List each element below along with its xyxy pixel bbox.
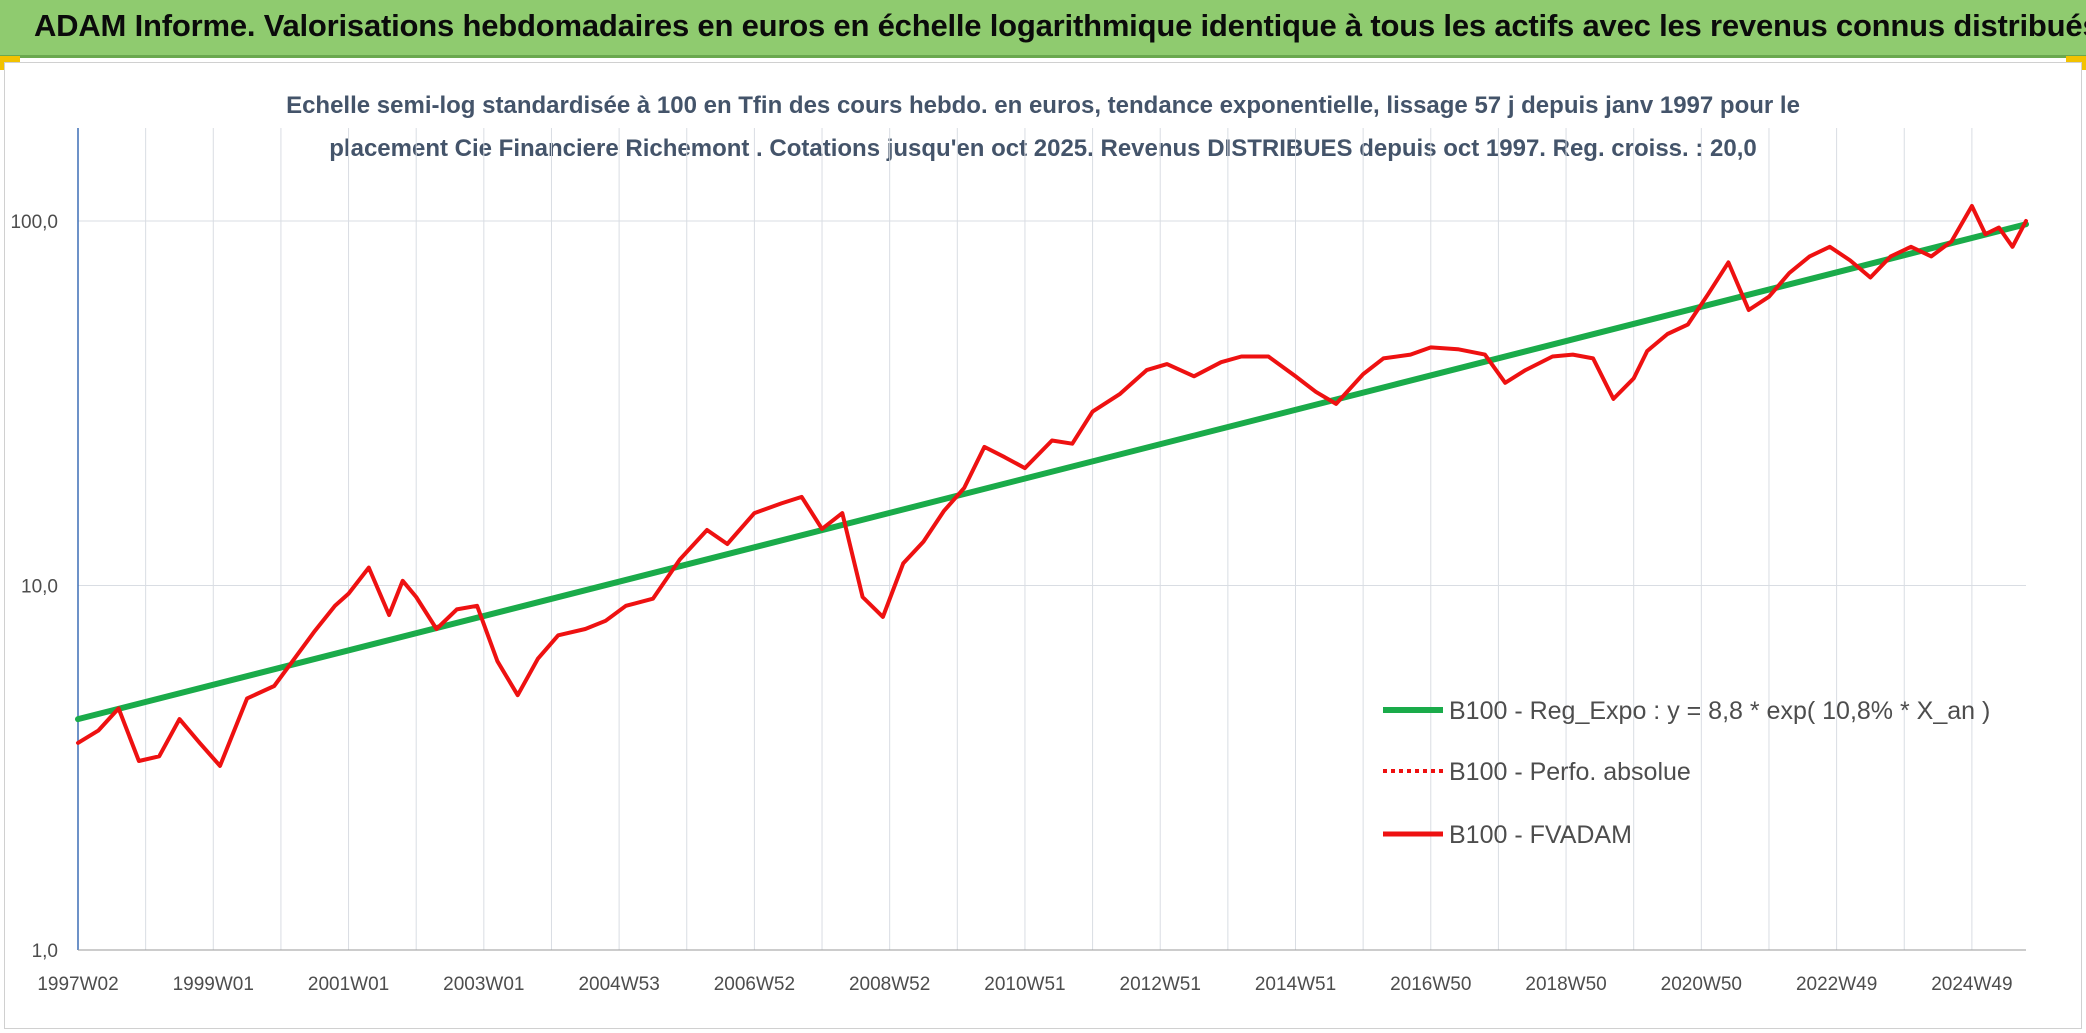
x-tick-label: 2003W01 <box>443 974 524 995</box>
page-title: ADAM Informe. Valorisations hebdomadaire… <box>34 8 2086 43</box>
y-tick-label: 100,0 <box>10 212 58 233</box>
legend-label: B100 - Perfo. absolue <box>1449 758 1691 786</box>
series-line-fvadam <box>76 204 2028 768</box>
x-tick-label: 2016W50 <box>1390 974 1471 995</box>
x-tick-label: 2024W49 <box>1931 974 2012 995</box>
banner: ADAM Informe. Valorisations hebdomadaire… <box>0 0 2086 58</box>
x-tick-label: 2010W51 <box>984 974 1065 995</box>
x-tick-label: 2008W52 <box>849 974 930 995</box>
x-tick-label: 2022W49 <box>1796 974 1877 995</box>
x-tick-label: 2014W51 <box>1255 974 1336 995</box>
x-tick-label: 2001W01 <box>308 974 389 995</box>
chart-title-line2: placement Cie Financiere Richemont . Cot… <box>329 135 1757 162</box>
x-tick-label: 1999W01 <box>173 974 254 995</box>
x-tick-label: 1997W02 <box>37 974 118 995</box>
chart-title-line1: Echelle semi-log standardisée à 100 en T… <box>286 92 1800 119</box>
y-tick-label: 10,0 <box>21 577 58 598</box>
chart-area <box>4 62 2082 1029</box>
x-tick-label: 2012W51 <box>1120 974 1201 995</box>
series-line-reg-expo <box>75 221 2029 723</box>
legend-label: B100 - FVADAM <box>1449 821 1632 849</box>
x-tick-label: 2004W53 <box>578 974 659 995</box>
x-tick-label: 2006W52 <box>714 974 795 995</box>
legend-label: B100 - Reg_Expo : y = 8,8 * exp( 10,8% *… <box>1449 697 1990 725</box>
x-tick-label: 2018W50 <box>1525 974 1606 995</box>
x-tick-label: 2020W50 <box>1661 974 1742 995</box>
y-tick-label: 1,0 <box>32 941 58 962</box>
